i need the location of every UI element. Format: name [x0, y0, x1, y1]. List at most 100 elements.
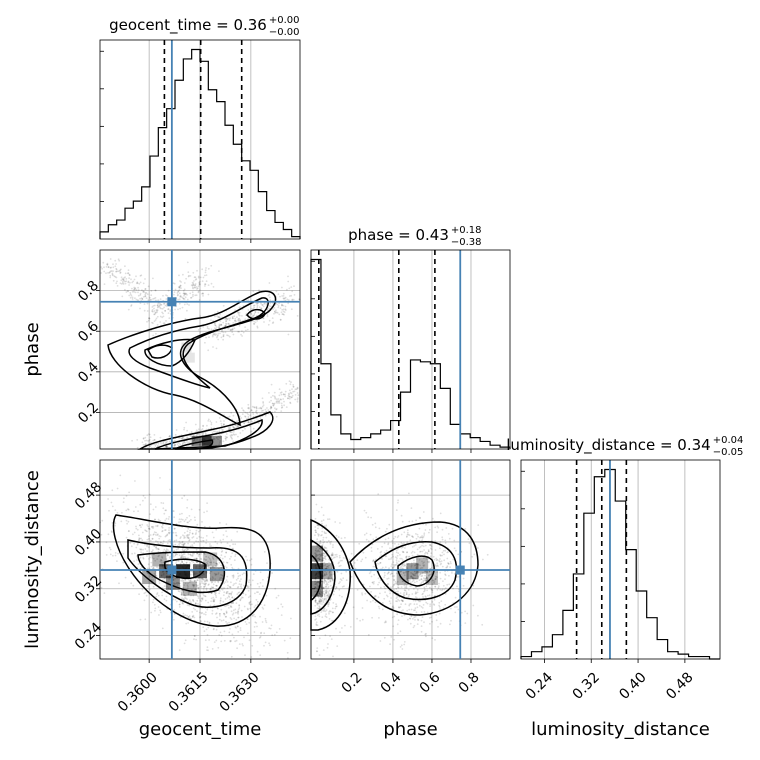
scatter-point [226, 622, 229, 625]
scatter-point [183, 555, 186, 558]
scatter-point [391, 606, 394, 608]
scatter-point [422, 596, 424, 598]
scatter-point [207, 267, 210, 270]
scatter-point [120, 520, 123, 523]
scatter-point [182, 289, 185, 292]
scatter-point [403, 591, 406, 594]
scatter-point [241, 315, 243, 317]
scatter-point [222, 538, 225, 541]
scatter-point [324, 580, 327, 582]
scatter-point [244, 621, 247, 623]
scatter-point [423, 532, 426, 535]
scatter-point [193, 580, 196, 583]
scatter-point [380, 554, 382, 556]
scatter-point [291, 290, 294, 293]
scatter-point [237, 616, 240, 619]
scatter-point [161, 526, 164, 529]
scatter-point [202, 579, 205, 581]
scatter-point [413, 616, 416, 619]
scatter-point [342, 577, 345, 580]
scatter-point [162, 315, 165, 318]
scatter-point [361, 593, 364, 596]
scatter-point [444, 570, 446, 573]
scatter-point [144, 293, 147, 296]
scatter-point [166, 440, 168, 443]
scatter-point [271, 411, 274, 414]
scatter-point [314, 604, 317, 607]
scatter-point [425, 596, 427, 598]
scatter-point [177, 290, 180, 293]
scatter-point [198, 299, 201, 301]
scatter-point [155, 299, 157, 302]
scatter-point [241, 429, 244, 432]
scatter-point [243, 410, 245, 412]
scatter-point [316, 624, 319, 626]
scatter-point [204, 580, 207, 582]
scatter-point [370, 546, 373, 549]
scatter-point [179, 537, 182, 540]
scatter-point [393, 579, 395, 581]
scatter-point [232, 574, 235, 577]
scatter-point [194, 533, 197, 536]
scatter-point [155, 575, 158, 577]
scatter-point [184, 579, 187, 581]
scatter-point [214, 574, 217, 577]
scatter-point [249, 600, 252, 603]
scatter-point [149, 503, 152, 506]
scatter-point [124, 282, 127, 285]
scatter-point [179, 542, 182, 544]
scatter-point [401, 580, 404, 582]
scatter-point [316, 524, 319, 526]
scatter-point [241, 413, 244, 415]
scatter-point [325, 536, 328, 539]
scatter-point [287, 657, 289, 659]
scatter-point [322, 592, 325, 595]
scatter-point [178, 437, 181, 439]
scatter-point [239, 598, 242, 601]
scatter-point [393, 563, 395, 566]
scatter-point [225, 317, 228, 320]
scatter-point [253, 406, 256, 409]
scatter-point [150, 565, 153, 568]
scatter-point [218, 592, 221, 595]
scatter-point [411, 580, 414, 583]
scatter-point [322, 587, 325, 589]
scatter-point [144, 543, 146, 546]
y-axis-label-luminosity_distance: luminosity_distance [22, 470, 43, 649]
scatter-point [423, 549, 425, 551]
scatter-point [203, 586, 206, 588]
scatter-point [129, 293, 132, 296]
scatter-point [192, 293, 194, 296]
scatter-point [154, 506, 157, 508]
scatter-point [411, 520, 414, 523]
scatter-point [249, 411, 251, 413]
scatter-point [274, 410, 276, 413]
scatter-point [190, 431, 193, 433]
scatter-point [227, 334, 230, 337]
scatter-point [415, 592, 418, 595]
scatter-point [166, 585, 169, 588]
scatter-point [101, 519, 104, 522]
scatter-point [231, 633, 234, 636]
scatter-point [182, 602, 185, 605]
scatter-point [183, 642, 186, 645]
scatter-point [134, 287, 137, 289]
scatter-point [281, 406, 284, 409]
scatter-point [405, 536, 408, 538]
scatter-point [237, 330, 240, 333]
scatter-point [157, 606, 160, 608]
scatter-point [287, 299, 290, 301]
scatter-point [131, 552, 134, 555]
scatter-point [201, 432, 203, 435]
scatter-point [324, 574, 326, 577]
scatter-point [228, 596, 231, 598]
scatter-point [189, 435, 192, 437]
scatter-point [399, 570, 402, 573]
scatter-point [294, 388, 297, 391]
scatter-point [238, 314, 241, 317]
scatter-point [325, 609, 328, 611]
scatter-point [401, 543, 404, 545]
scatter-point [220, 428, 223, 430]
scatter-point [224, 318, 227, 320]
scatter-point [255, 302, 258, 305]
